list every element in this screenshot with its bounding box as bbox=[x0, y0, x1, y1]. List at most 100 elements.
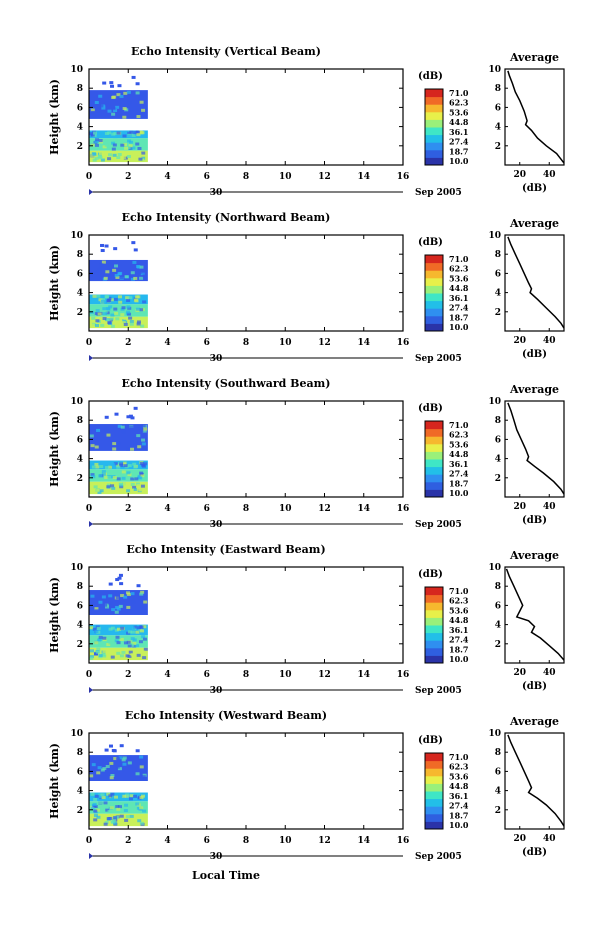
x-tick-label: 14 bbox=[357, 338, 370, 348]
heatmap-cell bbox=[115, 275, 120, 279]
heatmap-cell bbox=[110, 774, 115, 778]
heatmap-cell bbox=[97, 766, 102, 770]
heatmap-cell bbox=[124, 275, 129, 279]
heatmap-cell bbox=[96, 428, 101, 432]
heatmap-cell bbox=[138, 654, 143, 658]
heatmap-cell bbox=[129, 140, 134, 144]
heatmap-cell bbox=[130, 627, 135, 631]
heatmap-cell bbox=[105, 605, 110, 609]
y-tick-label: 4 bbox=[77, 455, 83, 465]
heatmap-cell bbox=[112, 447, 117, 451]
panel-title: Echo Intensity (Eastward Beam) bbox=[126, 543, 325, 556]
heatmap-cell bbox=[103, 603, 108, 607]
heatmap-cell bbox=[141, 93, 146, 97]
x-tick-label: 16 bbox=[397, 670, 410, 680]
heatmap-cell bbox=[132, 485, 137, 489]
heatmap-cell bbox=[100, 243, 105, 247]
average-profile-line bbox=[505, 568, 565, 661]
heatmap-cell bbox=[116, 441, 121, 445]
heatmap-cell bbox=[117, 152, 122, 156]
heatmap-cell bbox=[116, 651, 121, 655]
average-x-tick-label: 20 bbox=[513, 834, 526, 844]
heatmap-cell bbox=[113, 462, 118, 466]
heatmap-cell bbox=[100, 323, 105, 327]
heatmap-cell bbox=[139, 462, 144, 466]
average-y-tick-label: 8 bbox=[495, 416, 501, 426]
heatmap-cell bbox=[97, 312, 102, 316]
heatmap-cell bbox=[94, 445, 99, 449]
heatmap-cell bbox=[104, 748, 109, 752]
panel-title: Echo Intensity (Westward Beam) bbox=[125, 709, 327, 722]
date-marker bbox=[89, 853, 93, 859]
heatmap-cell bbox=[119, 814, 124, 818]
heatmap-cell bbox=[128, 316, 133, 320]
heatmap-cell bbox=[119, 462, 124, 466]
heatmap-cell bbox=[91, 469, 96, 473]
heatmap-cell bbox=[137, 819, 142, 823]
average-y-tick-label: 4 bbox=[495, 289, 501, 299]
colorbar-tick-label: 44.8 bbox=[449, 449, 469, 459]
x-tick-label: 14 bbox=[357, 670, 370, 680]
colorbar-swatch bbox=[425, 647, 443, 656]
heatmap-cell bbox=[94, 609, 99, 613]
heatmap-cell bbox=[101, 796, 106, 800]
date-month-label: Sep 2005 bbox=[415, 188, 462, 198]
heatmap-cell bbox=[103, 138, 108, 142]
colorbar-swatch bbox=[425, 308, 443, 317]
heatmap-cell bbox=[126, 819, 131, 823]
heatmap-cell bbox=[127, 644, 132, 648]
average-x-tick-label: 20 bbox=[513, 170, 526, 180]
heatmap-cell bbox=[132, 260, 137, 264]
x-tick-label: 8 bbox=[243, 504, 249, 514]
average-x-label: (dB) bbox=[522, 183, 547, 194]
average-x-tick-label: 20 bbox=[513, 336, 526, 346]
x-tick-label: 12 bbox=[318, 338, 331, 348]
heatmap-cells bbox=[89, 406, 148, 495]
heatmap-cell bbox=[96, 488, 101, 492]
heatmap-cell bbox=[135, 630, 140, 634]
average-x-label: (dB) bbox=[522, 681, 547, 692]
heatmap-cell bbox=[135, 155, 140, 159]
y-tick-label: 2 bbox=[77, 640, 83, 650]
heatmap-cell bbox=[111, 112, 116, 116]
heatmap-cell bbox=[136, 295, 141, 299]
heatmap-cell bbox=[110, 820, 115, 824]
colorbar-swatch bbox=[425, 270, 443, 279]
colorbar-swatch bbox=[425, 277, 443, 286]
heatmap-cell bbox=[117, 805, 122, 809]
x-tick-label: 4 bbox=[164, 504, 170, 514]
heatmap-cell bbox=[140, 474, 145, 478]
heatmap-cell bbox=[123, 143, 128, 147]
heatmap-cell bbox=[105, 764, 110, 768]
heatmap-cell bbox=[108, 153, 113, 157]
date-month-label: Sep 2005 bbox=[415, 852, 462, 862]
average-frame bbox=[504, 400, 565, 498]
colorbar-tick-label: 71.0 bbox=[449, 586, 469, 596]
heatmap-cell bbox=[100, 793, 105, 797]
heatmap-cell bbox=[108, 744, 113, 748]
colorbar-tick-label: 53.6 bbox=[449, 771, 469, 781]
colorbar-swatch bbox=[425, 775, 443, 784]
heatmap-cell bbox=[135, 82, 140, 86]
y-axis-label: Height (km) bbox=[48, 743, 61, 819]
heatmap-cell bbox=[102, 649, 107, 653]
average-y-tick-label: 8 bbox=[495, 582, 501, 592]
colorbar-swatch bbox=[425, 798, 443, 807]
heatmap-cell bbox=[127, 131, 132, 135]
heatmap-cell bbox=[130, 653, 135, 657]
heatmap-cell bbox=[108, 582, 113, 586]
heatmap-cell bbox=[110, 324, 115, 328]
heatmap-cell bbox=[135, 772, 140, 776]
heatmap-cells bbox=[89, 573, 148, 661]
heatmap-cell bbox=[105, 311, 110, 315]
colorbar-unit: (dB) bbox=[418, 237, 443, 248]
colorbar-swatch bbox=[425, 89, 443, 98]
colorbar-tick-label: 62.3 bbox=[449, 430, 469, 440]
heatmap-cell bbox=[119, 582, 124, 586]
heatmap-cell bbox=[126, 134, 131, 138]
heatmap-cell bbox=[110, 792, 115, 796]
heatmap-cell bbox=[115, 596, 120, 600]
beam-panel: Echo Intensity (Southward Beam) 0 2 4 6 8 10 12… bbox=[48, 377, 565, 530]
heatmap-cell bbox=[141, 108, 146, 112]
heatmap-cell bbox=[115, 105, 120, 109]
